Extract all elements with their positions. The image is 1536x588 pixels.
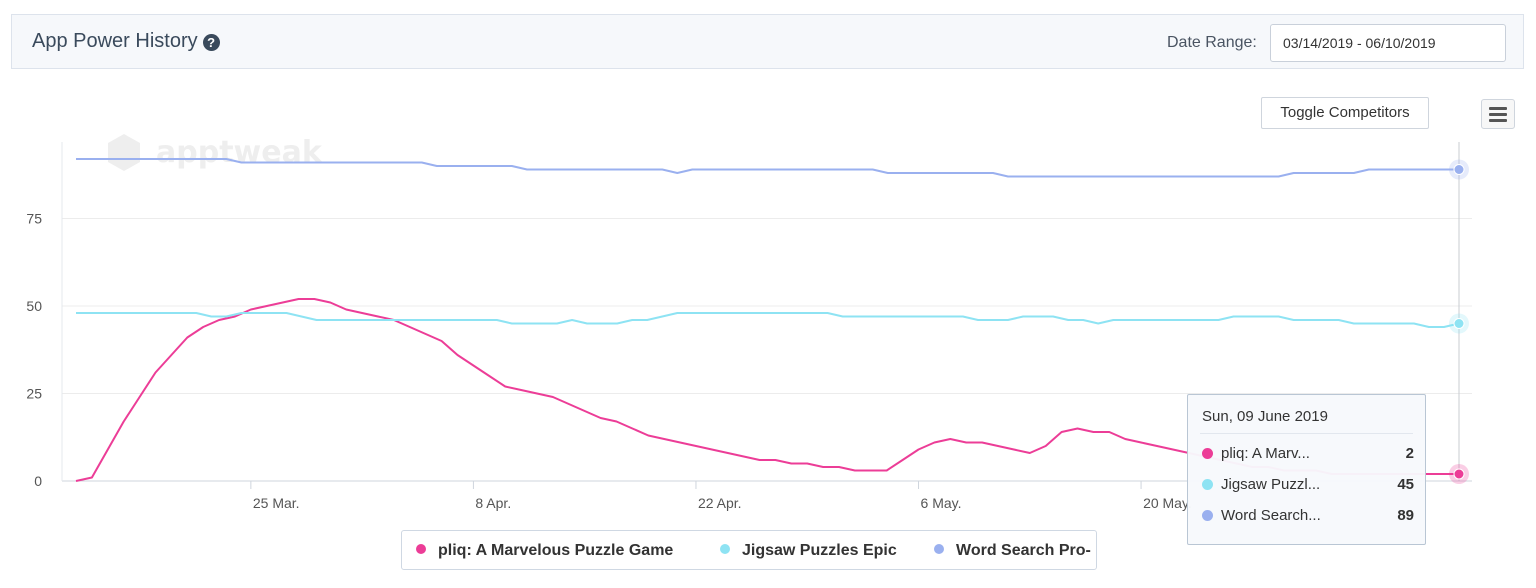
y-tick-label: 0: [34, 473, 42, 489]
series-point-2[interactable]: [1453, 164, 1465, 175]
page-title: App Power History: [32, 30, 198, 52]
tooltip-row-pliq: pliq: A Marv... 2: [1202, 445, 1414, 462]
x-tick-label: 25 Mar.: [253, 495, 300, 511]
x-tick-label: 20 May.: [1143, 495, 1192, 511]
tooltip-dot-icon: [1202, 479, 1213, 490]
chart-tooltip: Sun, 09 June 2019 pliq: A Marv... 2 Jigs…: [1187, 394, 1426, 545]
y-tick-label: 75: [26, 211, 42, 227]
x-tick-label: 8 Apr.: [475, 495, 511, 511]
series-point-1[interactable]: [1453, 318, 1465, 329]
legend-dot-icon: [720, 544, 730, 554]
x-tick-label: 6 May.: [921, 495, 962, 511]
chart-legend: pliq: A Marvelous Puzzle Game Jigsaw Puz…: [401, 530, 1097, 570]
series-point-0[interactable]: [1453, 468, 1465, 480]
tooltip-dot-icon: [1202, 510, 1213, 521]
hamburger-menu-icon[interactable]: [1481, 99, 1515, 129]
legend-item-jigsaw[interactable]: Jigsaw Puzzles Epic: [720, 542, 897, 560]
watermark: apptweak: [108, 134, 323, 171]
x-tick-label: 22 Apr.: [698, 495, 742, 511]
toggle-competitors-button[interactable]: Toggle Competitors: [1261, 97, 1429, 129]
y-tick-label: 25: [26, 386, 42, 402]
tooltip-row-word-search: Word Search... 89: [1202, 507, 1414, 524]
legend-item-word-search[interactable]: Word Search Pro-: [934, 542, 1091, 560]
tooltip-row-jigsaw: Jigsaw Puzzl... 45: [1202, 476, 1414, 493]
tooltip-dot-icon: [1202, 448, 1213, 459]
panel-header: App Power History ? Date Range:: [11, 14, 1524, 69]
date-range-input[interactable]: [1270, 24, 1506, 62]
question-circle-icon[interactable]: ?: [202, 34, 220, 51]
tooltip-value: 2: [1405, 445, 1414, 462]
tooltip-value: 45: [1397, 476, 1414, 493]
date-range-label: Date Range:: [1167, 34, 1257, 51]
tooltip-date: Sun, 09 June 2019: [1202, 408, 1328, 425]
series-line-2: [76, 158, 1459, 178]
title-wrap: App Power History ?: [32, 30, 220, 53]
legend-item-pliq[interactable]: pliq: A Marvelous Puzzle Game: [416, 542, 673, 560]
legend-dot-icon: [416, 544, 426, 554]
series-line-1: [76, 312, 1460, 328]
y-tick-label: 50: [26, 298, 42, 314]
tooltip-value: 89: [1397, 507, 1414, 524]
watermark-text: apptweak: [156, 135, 323, 170]
legend-dot-icon: [934, 544, 944, 554]
